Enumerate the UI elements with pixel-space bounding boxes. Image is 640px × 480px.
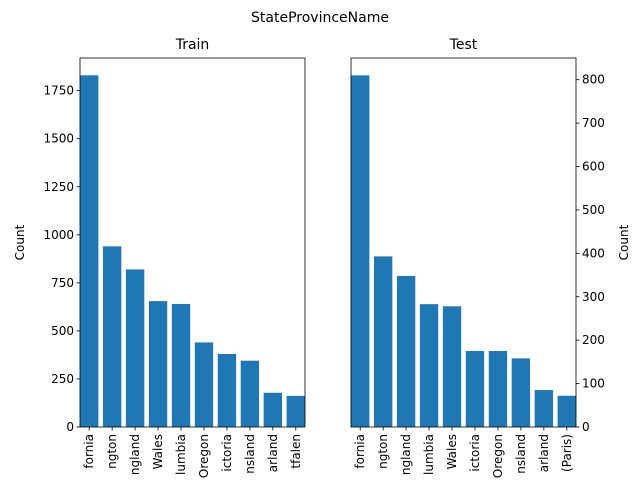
test-bar-6	[488, 351, 508, 427]
test-bars	[351, 75, 576, 427]
train-ytick-label-6: 1500	[43, 132, 74, 146]
train-xtick-label-7: nsland	[243, 434, 257, 474]
train-yticks: 0 250 500 750 1000 1250 1500 1750	[43, 84, 80, 434]
test-bar-0	[351, 75, 370, 427]
test-xtick-label-4: Wales	[445, 434, 459, 469]
test-chart-ylabel: Count	[617, 224, 631, 260]
train-bar-8	[263, 392, 283, 427]
train-xticks: fornia ngton ngland Wales lumbia Oregon ictori…	[82, 427, 303, 478]
train-ytick-label-4: 1000	[43, 228, 74, 242]
test-xticks: fornia ngton ngland lumbia Wales ictoria Orego…	[353, 427, 574, 478]
test-ytick-label-6: 600	[582, 160, 605, 174]
train-chart-ylabel: Count	[13, 224, 27, 260]
test-ytick-label-0: 0	[582, 420, 590, 434]
test-bar-8	[534, 390, 554, 427]
test-xtick-label-2: ngland	[399, 434, 413, 475]
train-bar-7	[240, 360, 260, 427]
train-bars	[80, 75, 305, 427]
test-ytick-label-8: 800	[582, 73, 605, 87]
test-xtick-label-5: ictoria	[468, 434, 482, 472]
test-bar-1	[373, 256, 393, 427]
test-bar-3	[419, 304, 439, 427]
test-plot-frame	[350, 57, 577, 428]
train-xtick-label-4: lumbia	[174, 434, 188, 475]
train-bar-0	[80, 75, 99, 427]
test-xtick-label-0: fornia	[353, 434, 367, 469]
train-ytick-label-1: 250	[51, 372, 74, 386]
train-bar-9	[286, 395, 305, 427]
test-xtick-label-9: (Paris)	[560, 434, 574, 472]
test-ytick-label-4: 400	[582, 246, 605, 260]
train-xtick-label-1: ngton	[105, 434, 119, 469]
test-bar-4	[442, 306, 462, 427]
test-bar-2	[396, 275, 416, 427]
train-ytick-label-0: 0	[66, 420, 74, 434]
test-bar-5	[465, 351, 485, 427]
test-ytick-label-2: 200	[582, 333, 605, 347]
test-xtick-label-3: lumbia	[422, 434, 436, 475]
test-chart: Test Count 0 100 200 300 400 500 600 700 800 for…	[350, 37, 631, 478]
figure-suptitle: StateProvinceName	[251, 10, 389, 26]
train-ytick-label-3: 750	[51, 276, 74, 290]
train-xtick-label-5: Oregon	[197, 434, 211, 478]
train-chart: Train Count 0 250 500 750 1000 1250 1500 1750 f…	[13, 37, 306, 478]
train-bar-1	[102, 246, 122, 427]
train-ytick-label-2: 500	[51, 324, 74, 338]
test-ytick-label-7: 700	[582, 116, 605, 130]
train-bar-2	[125, 269, 145, 427]
train-ytick-label-7: 1750	[43, 84, 74, 98]
test-yticks: 0 100 200 300 400 500 600 700 800	[576, 73, 605, 434]
test-bar-9	[557, 395, 576, 427]
train-xtick-label-6: ictoria	[220, 434, 234, 472]
train-plot-frame	[79, 57, 306, 428]
train-bar-3	[148, 301, 168, 427]
train-ytick-label-5: 1250	[43, 180, 74, 194]
train-xtick-label-8: arland	[266, 434, 280, 472]
test-ytick-label-1: 100	[582, 377, 605, 391]
test-ytick-label-5: 500	[582, 203, 605, 217]
test-xtick-label-6: Oregon	[491, 434, 505, 478]
train-bar-6	[217, 353, 237, 427]
test-xtick-label-7: nsland	[514, 434, 528, 474]
train-bar-4	[171, 304, 191, 427]
test-chart-title: Test	[449, 37, 478, 53]
test-bar-7	[511, 358, 531, 427]
train-xtick-label-2: ngland	[128, 434, 142, 475]
train-xtick-label-3: Wales	[151, 434, 165, 469]
train-xtick-label-9: tfalen	[289, 434, 303, 469]
test-ytick-label-3: 300	[582, 290, 605, 304]
train-bar-5	[194, 342, 214, 427]
train-xtick-label-0: fornia	[82, 434, 96, 469]
test-xtick-label-8: arland	[537, 434, 551, 472]
test-xtick-label-1: ngton	[376, 434, 390, 469]
train-chart-title: Train	[175, 37, 210, 53]
